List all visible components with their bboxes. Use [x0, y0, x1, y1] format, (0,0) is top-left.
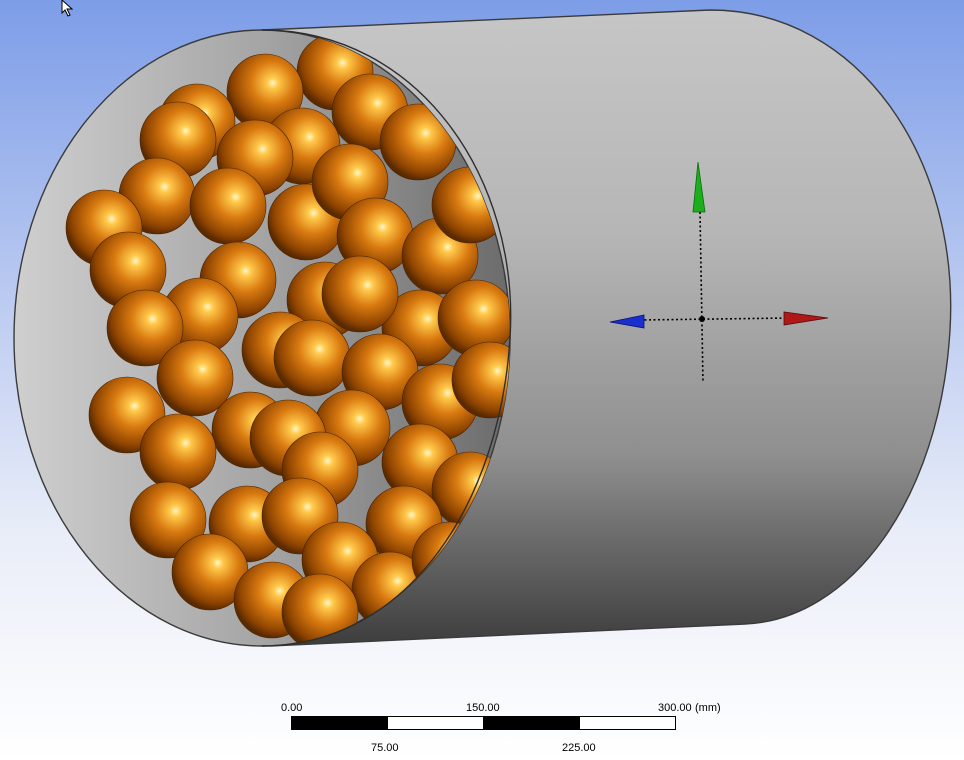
- x-axis-arrow-icon: [783, 311, 829, 326]
- sphere-particle: [106, 289, 184, 367]
- sphere-particle: [189, 167, 267, 245]
- y-axis-arrow-icon: [692, 161, 706, 213]
- scale-label-75: 75.00: [371, 742, 399, 754]
- cylinder-rim: [261, 29, 512, 647]
- scale-segment-1: [291, 716, 388, 730]
- scale-label-300: 300.00: [658, 702, 692, 714]
- mouse-cursor-icon: [61, 0, 74, 17]
- spheres-group: [65, 33, 510, 646]
- sphere-particle: [129, 481, 207, 559]
- scale-units: (mm): [695, 702, 721, 714]
- triad-axis-icon: [609, 161, 829, 384]
- scale-label-225: 225.00: [562, 742, 596, 754]
- scale-label-0: 0.00: [281, 702, 303, 714]
- z-axis-arrow-icon: [609, 314, 645, 329]
- sphere-particle: [273, 319, 351, 397]
- scale-segment-2: [387, 716, 484, 730]
- scale-segment-4: [579, 716, 676, 730]
- scale-label-150: 150.00: [466, 702, 500, 714]
- scale-segment-3: [483, 716, 580, 730]
- sphere-particle: [156, 339, 234, 417]
- sphere-particle: [139, 413, 217, 491]
- sphere-particle: [321, 255, 399, 333]
